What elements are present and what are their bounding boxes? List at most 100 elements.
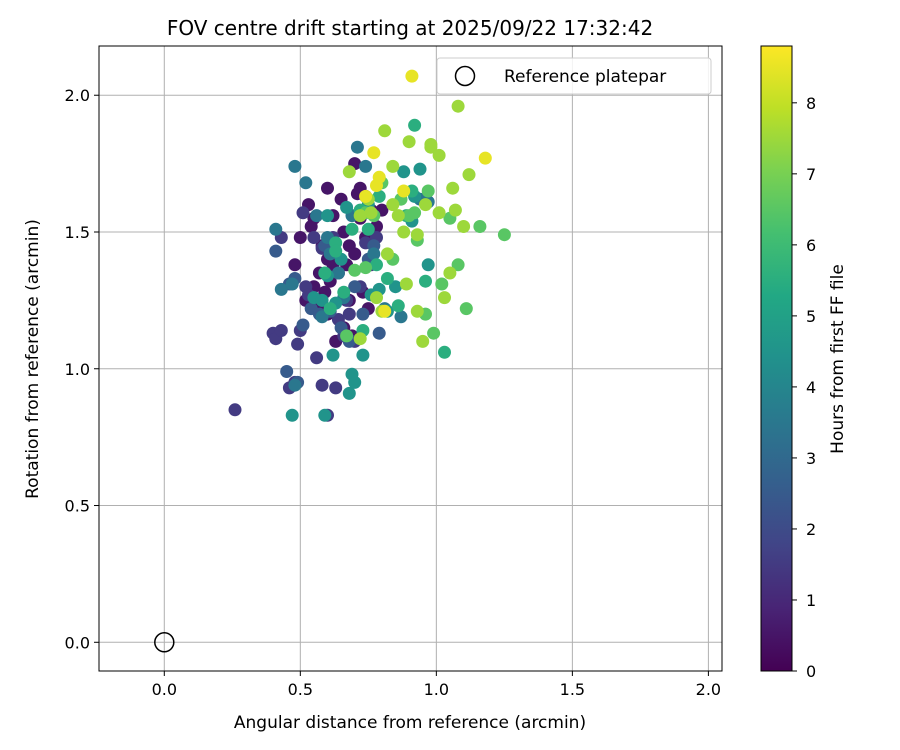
data-point	[348, 247, 362, 261]
data-point	[497, 228, 511, 242]
y-tick-label: 2.0	[65, 86, 90, 105]
chart-title: FOV centre drift starting at 2025/09/22 …	[167, 16, 653, 40]
data-point	[280, 365, 294, 378]
data-point	[386, 198, 400, 212]
data-point	[269, 222, 283, 236]
colorbar-tick-label: 2	[806, 520, 816, 539]
data-point	[321, 209, 334, 223]
x-tick-label: 0.5	[288, 680, 313, 699]
data-point	[350, 140, 364, 154]
data-point	[391, 209, 405, 223]
data-point	[269, 244, 283, 258]
data-point	[391, 299, 405, 313]
data-point	[432, 148, 446, 162]
data-point	[364, 206, 378, 220]
data-point	[419, 274, 432, 288]
data-point	[342, 386, 356, 400]
data-point	[340, 329, 354, 343]
data-point	[451, 258, 465, 272]
data-point	[337, 285, 351, 299]
colorbar-tick-label: 0	[806, 662, 816, 681]
data-point	[353, 209, 367, 223]
data-point	[288, 378, 302, 392]
data-point	[459, 302, 473, 316]
data-point	[416, 334, 430, 348]
colorbar-ticks: 0 1 2 3 4 5 6 7 8	[792, 94, 816, 681]
data-point	[296, 318, 310, 332]
data-point	[408, 118, 422, 132]
x-tick-label: 1.5	[560, 680, 585, 699]
data-point	[356, 348, 370, 362]
data-point	[329, 244, 343, 258]
data-point	[353, 332, 367, 346]
data-point	[274, 282, 288, 296]
data-point	[293, 231, 307, 244]
data-point	[288, 159, 302, 173]
data-point	[372, 189, 386, 203]
reference-platepar-marker	[154, 632, 175, 653]
data-point	[478, 151, 492, 165]
data-point	[370, 291, 383, 305]
data-point	[359, 261, 373, 275]
data-point	[296, 206, 310, 220]
data-point	[348, 280, 362, 294]
axes-frame	[98, 45, 723, 672]
data-point	[427, 326, 441, 340]
data-point	[315, 378, 329, 392]
x-tick-label: 2.0	[696, 680, 721, 699]
data-point	[274, 324, 288, 337]
data-point	[380, 247, 394, 261]
data-point	[443, 266, 457, 280]
data-point	[397, 184, 411, 198]
data-point	[413, 162, 427, 176]
x-axis-label: Angular distance from reference (arcmin)	[234, 713, 586, 733]
data-point	[410, 228, 424, 242]
data-point	[432, 206, 446, 220]
data-point	[421, 184, 435, 198]
y-axis-label: Rotation from reference (arcmin)	[23, 219, 43, 499]
data-point	[410, 304, 424, 318]
data-point	[378, 124, 392, 138]
data-point	[397, 225, 411, 239]
data-point	[342, 165, 356, 179]
colorbar-tick-label: 5	[806, 307, 816, 326]
y-tick-label: 1.0	[65, 360, 90, 379]
data-point	[345, 222, 359, 236]
data-point	[389, 280, 402, 294]
data-point	[307, 231, 321, 244]
data-point	[348, 263, 362, 277]
legend-label-reference: Reference platepar	[504, 67, 666, 87]
legend: Reference platepar	[436, 57, 712, 95]
data-point	[473, 220, 487, 233]
data-point	[408, 206, 422, 220]
data-point	[359, 159, 373, 173]
data-point	[321, 181, 334, 195]
data-point	[304, 220, 318, 233]
data-point	[318, 408, 332, 422]
data-point	[367, 247, 381, 261]
data-point	[448, 203, 462, 217]
y-tick-label: 0.0	[65, 633, 90, 652]
legend-marker-reference	[454, 65, 476, 87]
colorbar-label: Hours from first FF file	[828, 264, 848, 454]
data-point	[424, 138, 438, 151]
data-point	[345, 367, 359, 381]
data-point	[402, 135, 416, 149]
x-axis-ticks: 0.0 0.5 1.0 1.5 2.0	[152, 671, 721, 699]
data-point	[356, 307, 370, 321]
data-point	[399, 277, 413, 291]
data-point	[323, 302, 337, 316]
colorbar-tick-label: 3	[806, 449, 816, 468]
data-point	[331, 266, 345, 280]
data-point	[462, 168, 476, 182]
data-point	[367, 146, 381, 160]
data-point	[326, 348, 340, 362]
colorbar-tick-label: 4	[806, 378, 816, 397]
colorbar-tick-label: 8	[806, 94, 816, 113]
data-point	[405, 69, 419, 83]
data-point	[397, 165, 411, 179]
data-point	[419, 198, 432, 212]
data-point	[394, 310, 408, 324]
y-axis-ticks: 0.0 0.5 1.0 1.5 2.0	[65, 86, 99, 652]
data-point	[438, 291, 451, 305]
